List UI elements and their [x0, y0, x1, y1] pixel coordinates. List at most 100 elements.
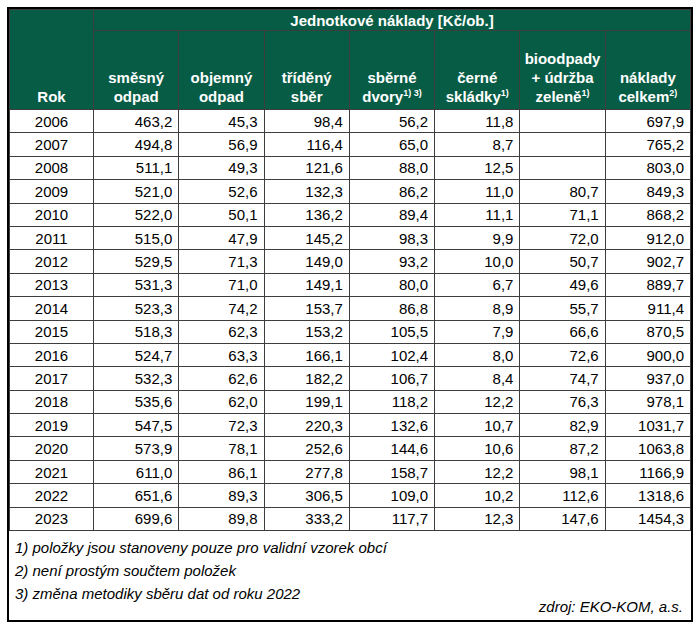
value-cell: 902,7	[605, 250, 690, 273]
table-row: 2022651,689,3306,5109,010,2112,61318,6	[10, 484, 691, 507]
value-cell: 849,3	[605, 180, 690, 203]
value-cell: 7,9	[435, 320, 520, 343]
value-cell: 71,3	[179, 250, 264, 273]
value-cell: 870,5	[605, 320, 690, 343]
year-cell: 2016	[10, 343, 94, 366]
value-cell: 45,3	[179, 110, 264, 133]
table-row: 2019547,572,3220,3132,610,782,91031,7	[10, 414, 691, 437]
value-cell: 611,0	[94, 460, 179, 483]
value-cell: 72,3	[179, 414, 264, 437]
value-cell: 50,1	[179, 203, 264, 226]
value-cell: 699,6	[94, 507, 179, 530]
year-cell: 2009	[10, 180, 94, 203]
value-cell: 10,7	[435, 414, 520, 437]
value-cell: 535,6	[94, 390, 179, 413]
value-cell: 868,2	[605, 203, 690, 226]
table-row: 2012529,571,3149,093,210,050,7902,7	[10, 250, 691, 273]
value-cell: 765,2	[605, 133, 690, 156]
value-cell: 63,3	[179, 343, 264, 366]
value-cell: 49,6	[520, 273, 605, 296]
value-cell: 98,4	[264, 110, 349, 133]
value-cell: 121,6	[264, 156, 349, 179]
table-row: 2009521,052,6132,386,211,080,7849,3	[10, 180, 691, 203]
row-header-rok: Rok	[10, 10, 94, 110]
value-cell: 573,9	[94, 437, 179, 460]
value-cell: 306,5	[264, 484, 349, 507]
value-cell: 74,2	[179, 297, 264, 320]
value-cell: 52,6	[179, 180, 264, 203]
value-cell: 86,1	[179, 460, 264, 483]
value-cell: 220,3	[264, 414, 349, 437]
table-row: 2017532,362,6182,2106,78,474,7937,0	[10, 367, 691, 390]
value-cell: 463,2	[94, 110, 179, 133]
value-cell: 76,3	[520, 390, 605, 413]
value-cell: 166,1	[264, 343, 349, 366]
value-cell: 532,3	[94, 367, 179, 390]
table-row: 2021611,086,1277,8158,712,298,11166,9	[10, 460, 691, 483]
value-cell: 118,2	[349, 390, 434, 413]
value-cell: 515,0	[94, 226, 179, 249]
table-footer: 1) položky jsou stanoveny pouze pro vali…	[9, 531, 691, 620]
value-cell: 494,8	[94, 133, 179, 156]
year-cell: 2012	[10, 250, 94, 273]
value-cell: 78,1	[179, 437, 264, 460]
value-cell: 93,2	[349, 250, 434, 273]
value-cell: 82,9	[520, 414, 605, 437]
value-cell: 8,0	[435, 343, 520, 366]
value-cell: 8,9	[435, 297, 520, 320]
source-label: zdroj: EKO-KOM, a.s.	[539, 598, 683, 615]
value-cell: 89,4	[349, 203, 434, 226]
year-cell: 2023	[10, 507, 94, 530]
value-cell: 937,0	[605, 367, 690, 390]
value-cell: 9,9	[435, 226, 520, 249]
value-cell: 89,8	[179, 507, 264, 530]
value-cell: 86,2	[349, 180, 434, 203]
value-cell: 132,6	[349, 414, 434, 437]
value-cell: 911,4	[605, 297, 690, 320]
value-cell: 651,6	[94, 484, 179, 507]
table-row: 2011515,047,9145,298,39,972,0912,0	[10, 226, 691, 249]
value-cell: 8,7	[435, 133, 520, 156]
value-cell: 10,0	[435, 250, 520, 273]
value-cell: 12,2	[435, 460, 520, 483]
table-row: 2006463,245,398,456,211,8697,9	[10, 110, 691, 133]
column-header: objemnýodpad	[179, 31, 264, 110]
value-cell: 56,2	[349, 110, 434, 133]
value-cell: 912,0	[605, 226, 690, 249]
year-cell: 2018	[10, 390, 94, 413]
value-cell: 149,0	[264, 250, 349, 273]
year-cell: 2022	[10, 484, 94, 507]
value-cell: 8,4	[435, 367, 520, 390]
value-cell: 547,5	[94, 414, 179, 437]
footnotes-block: 1) položky jsou stanoveny pouze pro vali…	[15, 536, 683, 605]
column-header: směsnýodpad	[94, 31, 179, 110]
value-cell: 524,7	[94, 343, 179, 366]
column-header: sběrnédvory1) 3)	[349, 31, 434, 110]
value-cell: 102,4	[349, 343, 434, 366]
value-cell: 149,1	[264, 273, 349, 296]
value-cell: 72,6	[520, 343, 605, 366]
table-row: 2010522,050,1136,289,411,171,1868,2	[10, 203, 691, 226]
value-cell: 1318,6	[605, 484, 690, 507]
value-cell: 522,0	[94, 203, 179, 226]
value-cell: 80,0	[349, 273, 434, 296]
year-cell: 2019	[10, 414, 94, 437]
value-cell: 71,0	[179, 273, 264, 296]
value-cell: 697,9	[605, 110, 690, 133]
value-cell: 158,7	[349, 460, 434, 483]
value-cell: 531,3	[94, 273, 179, 296]
table-row: 2016524,763,3166,1102,48,072,6900,0	[10, 343, 691, 366]
value-cell: 511,1	[94, 156, 179, 179]
data-table: Rok Jednotkové náklady [Kč/ob.] směsnýod…	[9, 9, 691, 531]
footnote-2: 2) není prostým součtem položek	[15, 559, 683, 582]
table-title: Jednotkové náklady [Kč/ob.]	[94, 10, 691, 31]
value-cell: 900,0	[605, 343, 690, 366]
value-cell: 66,6	[520, 320, 605, 343]
value-cell: 89,3	[179, 484, 264, 507]
year-cell: 2015	[10, 320, 94, 343]
value-cell: 199,1	[264, 390, 349, 413]
value-cell: 117,7	[349, 507, 434, 530]
value-cell: 145,2	[264, 226, 349, 249]
value-cell: 98,3	[349, 226, 434, 249]
value-cell: 11,8	[435, 110, 520, 133]
